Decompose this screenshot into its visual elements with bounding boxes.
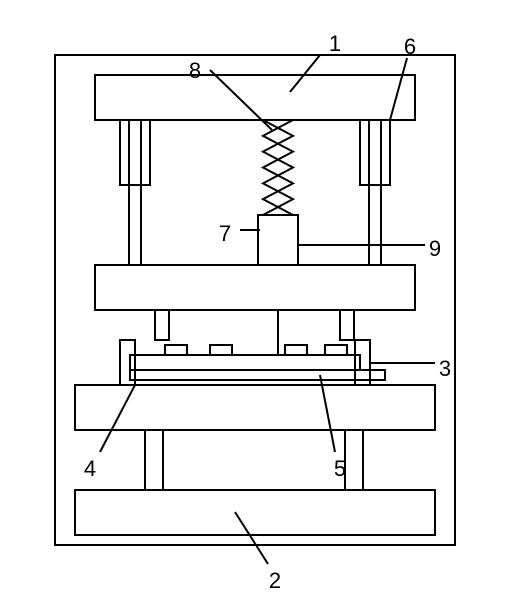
- lower-crosshead: [75, 385, 435, 430]
- label-1: 1: [329, 31, 341, 56]
- outer-frame: [55, 55, 455, 545]
- label-4: 4: [84, 456, 96, 481]
- die-platform: [130, 355, 360, 370]
- lower-stub-left: [155, 310, 169, 340]
- die-insert-b: [210, 345, 232, 355]
- label-9: 9: [429, 236, 441, 261]
- leader-2: [235, 512, 268, 564]
- piston-body: [258, 215, 298, 265]
- lower-stub-right: [340, 310, 354, 340]
- label-2: 2: [269, 568, 281, 593]
- pedestal-leg-left: [145, 430, 163, 490]
- guide-bush-left: [120, 120, 150, 185]
- label-6: 6: [404, 34, 416, 59]
- bolster-strip: [130, 370, 385, 380]
- base-plate: [75, 490, 435, 535]
- pedestal-leg-right: [345, 430, 363, 490]
- die-insert-c: [285, 345, 307, 355]
- stop-block-left: [120, 340, 135, 385]
- leader-5: [320, 375, 335, 452]
- leader-1: [290, 55, 320, 92]
- label-8: 8: [189, 58, 201, 83]
- guide-bush-right: [360, 120, 390, 185]
- guide-post-right: [369, 120, 381, 265]
- stop-block-right: [355, 340, 370, 385]
- label-5: 5: [334, 456, 346, 481]
- leader-6: [390, 58, 407, 120]
- leader-4: [100, 385, 135, 452]
- die-insert-a: [165, 345, 187, 355]
- die-insert-d: [325, 345, 347, 355]
- label-7: 7: [219, 221, 231, 246]
- upper-crosshead: [95, 265, 415, 310]
- guide-post-left: [129, 120, 141, 265]
- label-3: 3: [439, 356, 451, 381]
